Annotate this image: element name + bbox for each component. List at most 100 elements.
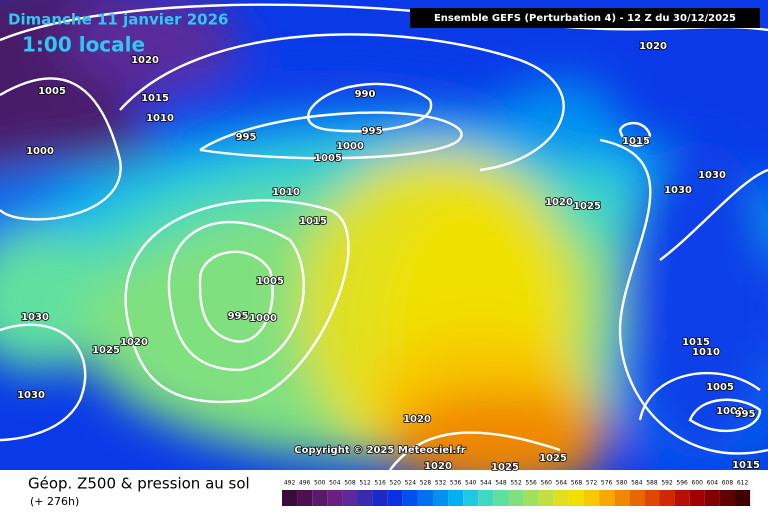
legend-label: 504: [329, 480, 341, 487]
legend-swatch: [493, 490, 509, 506]
legend-swatch: [402, 490, 418, 506]
legend-swatch: [553, 490, 569, 506]
isobar-label: 1015: [141, 93, 169, 104]
isobar-label: 1005: [314, 153, 342, 164]
lead-time: (+ 276h): [30, 495, 79, 508]
legend-label: 520: [390, 480, 402, 487]
legend-label: 564: [556, 480, 568, 487]
legend-swatch: [417, 490, 433, 506]
legend-label: 532: [435, 480, 447, 487]
legend-label: 604: [707, 480, 719, 487]
legend-label: 540: [465, 480, 477, 487]
model-banner: [410, 8, 760, 28]
legend-label: 576: [601, 480, 613, 487]
color-legend: 492 496 500 504 508 512 516 520 524 528 532 536 540 5…: [282, 480, 751, 506]
legend-label: 568: [571, 480, 583, 487]
legend-swatch: [523, 490, 539, 506]
legend-label: 600: [692, 480, 704, 487]
legend-label: 584: [631, 480, 643, 487]
isobar-label: 1000: [716, 406, 744, 417]
isobar-label: 1030: [698, 170, 726, 181]
legend-label: 516: [374, 480, 386, 487]
legend-swatch: [448, 490, 464, 506]
isobar-label: 1030: [17, 390, 45, 401]
isobar-label: 1025: [539, 453, 567, 464]
legend-label: 596: [676, 480, 688, 487]
model-info: Ensemble GEFS (Perturbation 4) - 12 Z du…: [434, 13, 736, 24]
isobar-label: 1020: [403, 414, 431, 425]
isobar-label: 995: [228, 311, 249, 322]
legend-swatch: [327, 490, 343, 506]
forecast-time: 1:00 locale: [22, 33, 145, 57]
legend-swatch: [735, 490, 751, 506]
legend-swatch: [478, 490, 494, 506]
legend-label: 544: [480, 480, 492, 487]
legend-label: 592: [661, 480, 673, 487]
forecast-date: Dimanche 11 janvier 2026: [8, 11, 229, 29]
legend-label: 608: [722, 480, 734, 487]
isobar-label: 1020: [424, 461, 452, 472]
isobar-label: 1015: [732, 460, 760, 471]
legend-label: 548: [495, 480, 507, 487]
isobar-label: 1010: [272, 187, 300, 198]
legend-label: 560: [541, 480, 553, 487]
legend-swatch: [297, 490, 313, 506]
isobar-label: 1005: [706, 382, 734, 393]
legend-swatch: [357, 490, 373, 506]
legend-swatch: [282, 490, 298, 506]
legend-swatch: [629, 490, 645, 506]
legend-label: 556: [525, 480, 537, 487]
isobar-label: 1030: [664, 185, 692, 196]
legend-swatch: [689, 490, 705, 506]
legend-label: 588: [646, 480, 658, 487]
copyright: Copyright © 2025 Meteociel.fr: [294, 445, 465, 456]
legend-swatch: [584, 490, 600, 506]
legend-swatch: [433, 490, 449, 506]
legend-label: 508: [344, 480, 356, 487]
legend-swatch: [312, 490, 328, 506]
isobar-label: 1020: [120, 337, 148, 348]
legend-label: 496: [299, 480, 311, 487]
legend-swatch: [614, 490, 630, 506]
isobar-label: 1015: [622, 136, 650, 147]
isobar-labels: 1020100510151010100099099599510001005102…: [16, 40, 760, 474]
isobar-label: 1025: [92, 345, 120, 356]
isobar-label: 995: [735, 409, 756, 420]
legend-label: 512: [359, 480, 371, 487]
legend-swatch: [644, 490, 660, 506]
isobar-label: 1020: [545, 197, 573, 208]
legend-swatch: [508, 490, 524, 506]
legend-swatch: [372, 490, 388, 506]
legend-swatch: [704, 490, 720, 506]
isobar-label: 1000: [336, 141, 364, 152]
isobar-label: 1025: [573, 201, 601, 212]
legend-swatch: [342, 490, 358, 506]
legend-label: 552: [510, 480, 522, 487]
legend-label: 492: [284, 480, 296, 487]
isobar-label: 1005: [256, 276, 284, 287]
isobar-label: 1000: [249, 313, 277, 324]
legend-label: 524: [405, 480, 417, 487]
isobar-label: 1000: [26, 146, 54, 157]
isobar-label: 995: [362, 126, 383, 137]
isobar-label: 1015: [299, 216, 327, 227]
legend-label: 580: [616, 480, 628, 487]
legend-swatch: [387, 490, 403, 506]
footer-title: Géop. Z500 & pression au sol: [28, 475, 250, 493]
isobar-label: 1025: [491, 462, 519, 473]
legend-swatch: [659, 490, 675, 506]
isobar-label: 1005: [38, 86, 66, 97]
legend-swatch: [674, 490, 690, 506]
legend-swatch: [538, 490, 554, 506]
map-field: [0, 0, 768, 470]
isobar-label: 1015: [682, 337, 710, 348]
isobar-label: 1010: [146, 113, 174, 124]
isobar-label: 1020: [639, 41, 667, 52]
legend-label: 572: [586, 480, 598, 487]
isobar-label: 995: [236, 132, 257, 143]
legend-label: 500: [314, 480, 326, 487]
legend-swatch: [463, 490, 479, 506]
legend-label: 536: [450, 480, 462, 487]
isobar-label: 1020: [131, 55, 159, 66]
